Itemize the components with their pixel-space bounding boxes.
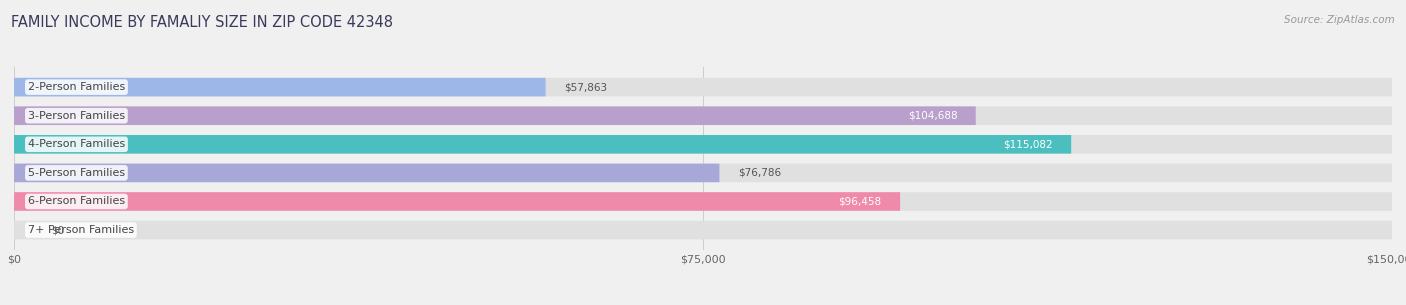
Text: $104,688: $104,688 xyxy=(908,111,957,121)
FancyBboxPatch shape xyxy=(14,135,1071,154)
FancyBboxPatch shape xyxy=(14,106,976,125)
Text: $76,786: $76,786 xyxy=(738,168,780,178)
Text: 2-Person Families: 2-Person Families xyxy=(28,82,125,92)
Text: $96,458: $96,458 xyxy=(838,196,882,206)
FancyBboxPatch shape xyxy=(14,221,1392,239)
Text: 6-Person Families: 6-Person Families xyxy=(28,196,125,206)
FancyBboxPatch shape xyxy=(14,78,546,96)
FancyBboxPatch shape xyxy=(14,163,1392,182)
Text: 7+ Person Families: 7+ Person Families xyxy=(28,225,134,235)
Text: 5-Person Families: 5-Person Families xyxy=(28,168,125,178)
Text: 3-Person Families: 3-Person Families xyxy=(28,111,125,121)
FancyBboxPatch shape xyxy=(14,163,720,182)
FancyBboxPatch shape xyxy=(14,135,1392,154)
Text: $0: $0 xyxy=(51,225,63,235)
Text: $57,863: $57,863 xyxy=(564,82,607,92)
FancyBboxPatch shape xyxy=(14,192,900,211)
Text: Source: ZipAtlas.com: Source: ZipAtlas.com xyxy=(1284,15,1395,25)
Text: $115,082: $115,082 xyxy=(1004,139,1053,149)
FancyBboxPatch shape xyxy=(14,192,1392,211)
Text: FAMILY INCOME BY FAMALIY SIZE IN ZIP CODE 42348: FAMILY INCOME BY FAMALIY SIZE IN ZIP COD… xyxy=(11,15,394,30)
FancyBboxPatch shape xyxy=(14,106,1392,125)
FancyBboxPatch shape xyxy=(14,78,1392,96)
Text: 4-Person Families: 4-Person Families xyxy=(28,139,125,149)
